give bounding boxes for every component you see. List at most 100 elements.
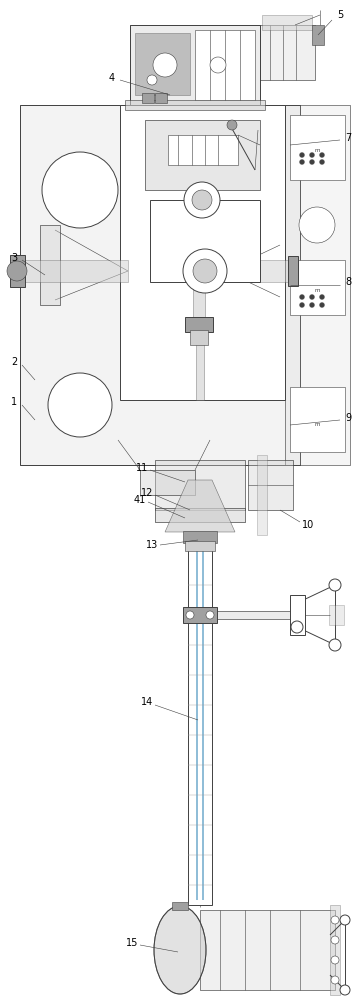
Circle shape bbox=[291, 621, 303, 633]
Bar bbox=[257, 455, 267, 535]
Text: 13: 13 bbox=[146, 540, 158, 550]
Circle shape bbox=[309, 302, 314, 308]
Bar bbox=[195, 30, 255, 100]
Bar bbox=[155, 93, 167, 103]
Bar bbox=[200, 910, 335, 990]
Bar bbox=[168, 135, 238, 165]
Bar bbox=[135, 33, 190, 95]
Bar bbox=[172, 902, 188, 910]
Bar bbox=[285, 105, 350, 465]
Text: 15: 15 bbox=[126, 938, 138, 948]
Bar bbox=[290, 595, 305, 635]
Text: 4: 4 bbox=[109, 73, 115, 83]
Bar bbox=[155, 460, 245, 510]
Bar bbox=[120, 105, 285, 400]
Circle shape bbox=[227, 120, 237, 130]
Bar bbox=[140, 470, 195, 495]
Ellipse shape bbox=[154, 906, 206, 994]
Bar bbox=[20, 105, 300, 465]
Bar bbox=[155, 460, 245, 510]
Text: 8: 8 bbox=[345, 277, 351, 287]
Circle shape bbox=[186, 611, 194, 619]
Bar bbox=[20, 260, 128, 282]
Bar bbox=[190, 330, 208, 345]
Circle shape bbox=[193, 259, 217, 283]
Circle shape bbox=[331, 976, 339, 984]
Bar bbox=[288, 256, 298, 286]
Text: 7: 7 bbox=[345, 133, 351, 143]
Text: 41: 41 bbox=[134, 495, 146, 505]
Circle shape bbox=[153, 53, 177, 77]
Bar bbox=[248, 460, 293, 510]
Circle shape bbox=[320, 152, 325, 157]
Text: m: m bbox=[314, 288, 320, 292]
Bar bbox=[155, 508, 245, 522]
Bar bbox=[262, 15, 312, 30]
Circle shape bbox=[299, 302, 304, 308]
Circle shape bbox=[329, 639, 341, 651]
Circle shape bbox=[331, 956, 339, 964]
Circle shape bbox=[192, 190, 212, 210]
Circle shape bbox=[206, 611, 214, 619]
Bar bbox=[145, 120, 260, 190]
Circle shape bbox=[210, 57, 226, 73]
Circle shape bbox=[309, 294, 314, 300]
Bar bbox=[185, 541, 215, 551]
Bar bbox=[40, 225, 60, 305]
Circle shape bbox=[42, 152, 118, 228]
Bar bbox=[130, 25, 260, 105]
Bar bbox=[185, 317, 213, 332]
Bar bbox=[10, 255, 25, 287]
Text: m: m bbox=[314, 422, 320, 428]
Circle shape bbox=[299, 159, 304, 164]
Bar bbox=[40, 225, 60, 305]
Circle shape bbox=[299, 294, 304, 300]
Bar bbox=[145, 120, 260, 190]
Circle shape bbox=[331, 936, 339, 944]
Bar bbox=[225, 260, 290, 282]
Circle shape bbox=[331, 916, 339, 924]
Circle shape bbox=[329, 579, 341, 591]
Text: 5: 5 bbox=[337, 10, 343, 20]
Bar bbox=[155, 508, 245, 522]
Bar bbox=[248, 460, 293, 510]
Text: 3: 3 bbox=[11, 253, 17, 263]
Bar bbox=[183, 607, 217, 623]
Text: 14: 14 bbox=[141, 697, 153, 707]
Bar bbox=[142, 93, 154, 103]
Bar bbox=[188, 535, 212, 905]
Bar bbox=[125, 100, 265, 110]
Bar bbox=[329, 605, 344, 625]
Bar bbox=[290, 115, 345, 180]
Bar bbox=[193, 280, 205, 320]
Bar bbox=[290, 387, 345, 452]
Bar bbox=[150, 200, 260, 282]
Circle shape bbox=[320, 159, 325, 164]
Bar bbox=[260, 25, 315, 80]
Bar bbox=[130, 25, 260, 105]
Circle shape bbox=[147, 75, 157, 85]
Text: 2: 2 bbox=[11, 357, 17, 367]
Bar bbox=[312, 25, 324, 45]
Circle shape bbox=[340, 985, 350, 995]
Text: 12: 12 bbox=[141, 488, 153, 498]
Circle shape bbox=[184, 182, 220, 218]
Circle shape bbox=[320, 294, 325, 300]
Bar bbox=[140, 470, 195, 495]
Circle shape bbox=[7, 261, 27, 281]
Bar bbox=[285, 105, 350, 465]
Circle shape bbox=[309, 152, 314, 157]
Bar bbox=[290, 260, 345, 315]
Text: m: m bbox=[314, 147, 320, 152]
Circle shape bbox=[340, 915, 350, 925]
Polygon shape bbox=[165, 480, 235, 532]
Bar bbox=[260, 25, 315, 80]
Text: 9: 9 bbox=[345, 413, 351, 423]
Bar bbox=[183, 531, 217, 543]
Bar bbox=[20, 105, 300, 465]
Bar bbox=[330, 905, 340, 995]
Text: 11: 11 bbox=[136, 463, 148, 473]
Circle shape bbox=[309, 159, 314, 164]
Circle shape bbox=[320, 302, 325, 308]
Circle shape bbox=[299, 207, 335, 243]
